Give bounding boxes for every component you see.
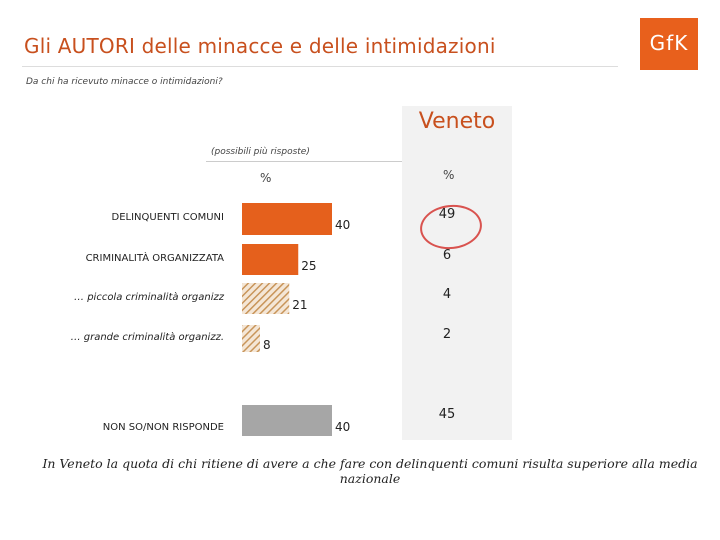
region-name: Veneto (418, 109, 496, 134)
category-label-2: … piccola criminalità organizz (74, 291, 224, 303)
category-label-1: CRIMINALITÀ ORGANIZZATA (85, 252, 224, 264)
title-divider (22, 66, 618, 67)
bar-value-label-0: 40 (335, 218, 351, 232)
region-value-2: 4 (442, 286, 452, 302)
multiple-answers-note: (possibili più risposte) (211, 147, 310, 157)
page-title: Gli AUTORI delle minacce e delle intimid… (24, 34, 496, 58)
region-value-1: 6 (442, 247, 452, 263)
note-divider (206, 161, 402, 162)
bar-value-label-2: 21 (292, 297, 308, 312)
bar-3 (242, 325, 260, 352)
bar-value-label-4: 40 (335, 419, 351, 434)
category-label-0: DELINQUENTI COMUNI (111, 212, 224, 223)
region-value-0: 49 (438, 207, 456, 222)
bar-value-label-1: 25 (301, 258, 317, 273)
region-column-background (402, 106, 512, 440)
bar-2 (242, 283, 290, 314)
region-percent-header: % (443, 168, 455, 182)
bar-value-label-3: 8 (263, 337, 271, 352)
category-label-3: … grande criminalità organizz. (70, 331, 224, 343)
gfk-logo: GfK (640, 18, 698, 70)
gfk-logo-text: GfK (649, 31, 689, 55)
bar-4 (242, 405, 332, 436)
region-value-3: 2 (442, 326, 452, 342)
national-percent-header: % (260, 171, 272, 185)
region-value-4: 45 (438, 406, 456, 422)
footer-note: In Veneto la quota di chi ritiene di ave… (42, 456, 698, 486)
question-subtitle: Da chi ha ricevuto minacce o intimidazio… (26, 77, 223, 87)
category-label-4: NON SO/NON RISPONDE (102, 421, 224, 433)
bar-1 (242, 244, 299, 275)
bar-0 (242, 203, 332, 235)
